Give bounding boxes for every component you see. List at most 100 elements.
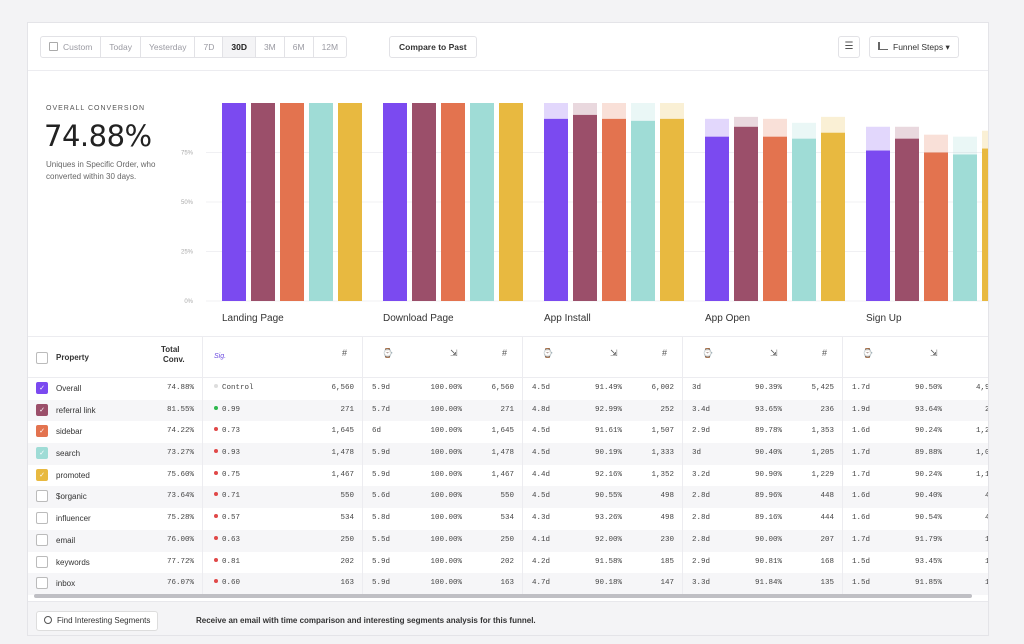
bar-previous[interactable] <box>544 103 568 119</box>
table-row[interactable]: inbox 76.07% 0.60 163 5.9d 100.00% 163 4.7d 90.1… <box>28 573 988 595</box>
row-checkbox[interactable] <box>36 577 48 590</box>
bar[interactable] <box>924 152 948 302</box>
count-column-icon[interactable]: # <box>822 348 828 358</box>
bar[interactable] <box>441 103 465 301</box>
bar-previous[interactable] <box>763 118 787 137</box>
bar[interactable] <box>412 103 436 301</box>
step-time: 4.5d <box>532 427 551 436</box>
conversion-rate-icon[interactable]: ⇲ <box>610 348 618 358</box>
bar[interactable] <box>499 103 523 301</box>
row-checkbox[interactable]: ✓ <box>36 425 48 438</box>
table-row[interactable]: ✓ referral link 81.55% 0.99 271 5.7d 100.00% 27… <box>28 399 988 422</box>
count-column-icon[interactable]: # <box>502 348 508 358</box>
step-count: 250 <box>340 535 354 544</box>
row-checkbox[interactable] <box>36 555 48 568</box>
table-row[interactable]: ✓ search 73.27% 0.93 1,478 5.9d 100.00% 1,478 4.… <box>28 443 988 465</box>
bar[interactable] <box>953 154 977 301</box>
range-today[interactable]: Today <box>101 37 141 57</box>
bar-previous[interactable] <box>792 122 816 139</box>
step-time: 4.4d <box>532 470 551 479</box>
range-30d[interactable]: 30D <box>223 37 256 57</box>
step-rate: 90.39% <box>754 384 782 392</box>
table-row[interactable]: ✓ Overall 74.88% Control 6,560 5.9d 100.00% 6,5… <box>28 378 988 400</box>
conversion-rate-icon[interactable]: ⇲ <box>770 348 778 358</box>
table-row[interactable]: ✓ sidebar 74.22% 0.73 1,645 6d 100.00% 1,645 4.5… <box>28 421 988 443</box>
bar[interactable] <box>982 148 989 301</box>
bar[interactable] <box>792 138 816 301</box>
row-checkbox[interactable] <box>36 490 48 503</box>
find-segments-button[interactable]: Find Interesting Segments <box>36 611 159 631</box>
bar[interactable] <box>895 138 919 301</box>
bar[interactable] <box>573 114 597 301</box>
bar[interactable] <box>280 103 304 301</box>
bar-previous[interactable] <box>602 103 626 119</box>
row-checkbox[interactable]: ✓ <box>36 403 48 416</box>
horizontal-scrollbar[interactable] <box>34 594 972 598</box>
bar[interactable] <box>338 103 362 301</box>
step-count: 1,10 <box>975 470 988 479</box>
bar-previous[interactable] <box>924 134 948 153</box>
step-rate: 100.00% <box>430 405 462 414</box>
table-row[interactable]: email 76.00% 0.63 250 5.5d 100.00% 250 4.1d 92.0… <box>28 529 988 552</box>
select-all-checkbox[interactable]: – <box>36 352 48 364</box>
significance-dot <box>214 492 218 497</box>
bar[interactable] <box>821 132 845 301</box>
conversion-rate-icon[interactable]: ⇲ <box>930 348 938 358</box>
count-column-icon[interactable]: # <box>342 348 348 358</box>
bar[interactable] <box>734 126 758 301</box>
footer-message: Receive an email with time comparison an… <box>196 616 536 625</box>
bar[interactable] <box>866 150 890 301</box>
bar-previous[interactable] <box>734 116 758 127</box>
table-row[interactable]: ✓ promoted 75.60% 0.75 1,467 5.9d 100.00% 1,467… <box>28 465 988 487</box>
bar-previous[interactable] <box>895 126 919 139</box>
bar-previous[interactable] <box>821 116 845 133</box>
range-7d[interactable]: 7D <box>195 37 224 57</box>
range-12m[interactable]: 12M <box>314 37 347 57</box>
time-to-convert-icon[interactable]: ⌚ <box>382 348 394 358</box>
row-checkbox[interactable]: ✓ <box>36 468 48 481</box>
table-row[interactable]: $organic 73.64% 0.71 550 5.6d 100.00% 550 4.5d 9… <box>28 486 988 509</box>
bar-previous[interactable] <box>573 103 597 115</box>
bar-previous[interactable] <box>705 118 729 137</box>
range-yesterday[interactable]: Yesterday <box>141 37 196 57</box>
bar-previous[interactable] <box>660 103 684 119</box>
conversion-rate-icon[interactable]: ⇲ <box>450 348 458 358</box>
table-row[interactable]: influencer 75.28% 0.57 534 5.8d 100.00% 534 4.3… <box>28 508 988 530</box>
bar[interactable] <box>251 103 275 301</box>
significance: 0.73 <box>214 427 240 435</box>
property-header[interactable]: Property <box>56 353 89 362</box>
bar[interactable] <box>705 136 729 301</box>
range-custom[interactable]: Custom <box>41 37 102 57</box>
bar[interactable] <box>602 118 626 301</box>
time-to-convert-icon[interactable]: ⌚ <box>542 348 554 358</box>
table-row[interactable]: keywords 77.72% 0.81 202 5.9d 100.00% 202 4.2d 9… <box>28 552 988 574</box>
time-to-convert-icon[interactable]: ⌚ <box>702 348 714 358</box>
bar-previous[interactable] <box>631 103 655 121</box>
bar[interactable] <box>544 118 568 301</box>
bar[interactable] <box>222 103 246 301</box>
count-column-icon[interactable]: # <box>662 348 668 358</box>
row-checkbox[interactable]: ✓ <box>36 382 48 394</box>
total-conv-header: Total <box>161 345 180 354</box>
time-to-convert-icon[interactable]: ⌚ <box>862 348 874 358</box>
significance-header[interactable]: Sig. <box>214 353 227 360</box>
bar[interactable] <box>631 120 655 301</box>
bar[interactable] <box>763 136 787 301</box>
bar[interactable] <box>470 103 494 301</box>
bar-previous[interactable] <box>982 130 989 149</box>
settings-icon[interactable]: ☰ <box>838 36 860 58</box>
row-checkbox[interactable]: ✓ <box>36 447 48 460</box>
step-rate: 90.90% <box>754 470 782 479</box>
bar[interactable] <box>383 103 407 301</box>
bar[interactable] <box>309 103 333 301</box>
bar-previous[interactable] <box>866 126 890 151</box>
bar[interactable] <box>660 118 684 301</box>
y-tick-label: 75% <box>181 151 194 157</box>
funnel-steps-dropdown[interactable]: Funnel Steps ▾ <box>869 36 959 58</box>
bar-previous[interactable] <box>953 136 977 155</box>
row-checkbox[interactable] <box>36 533 48 546</box>
range-6m[interactable]: 6M <box>285 37 314 57</box>
range-3m[interactable]: 3M <box>256 37 285 57</box>
row-checkbox[interactable] <box>36 512 48 525</box>
compare-to-past-button[interactable]: Compare to Past <box>389 36 477 58</box>
